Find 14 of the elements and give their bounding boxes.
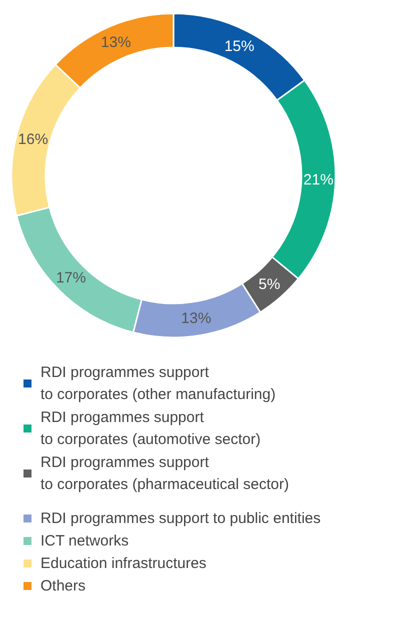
legend-label: Education infrastructures	[40, 555, 206, 572]
legend-label: RDI programmes support to public entities	[40, 510, 321, 527]
legend-label: ICT networks	[40, 532, 129, 550]
data-label: 15%	[224, 38, 254, 55]
data-label: 17%	[56, 270, 86, 287]
legend-label: RDI progammes support to corporates (automotive sector)	[40, 408, 261, 448]
legend-label: Others	[40, 578, 86, 594]
data-label: 21%	[303, 172, 334, 189]
data-label: 16%	[18, 130, 48, 148]
data-label: 13%	[100, 34, 131, 51]
legend-label: RDI programmes support to corporates (other manufacturing)	[40, 364, 276, 404]
legend-label: RDI programmes support to corporates (pharmaceutical sector)	[40, 454, 289, 494]
data-label: 13%	[181, 310, 212, 328]
data-label: 5%	[258, 276, 280, 293]
